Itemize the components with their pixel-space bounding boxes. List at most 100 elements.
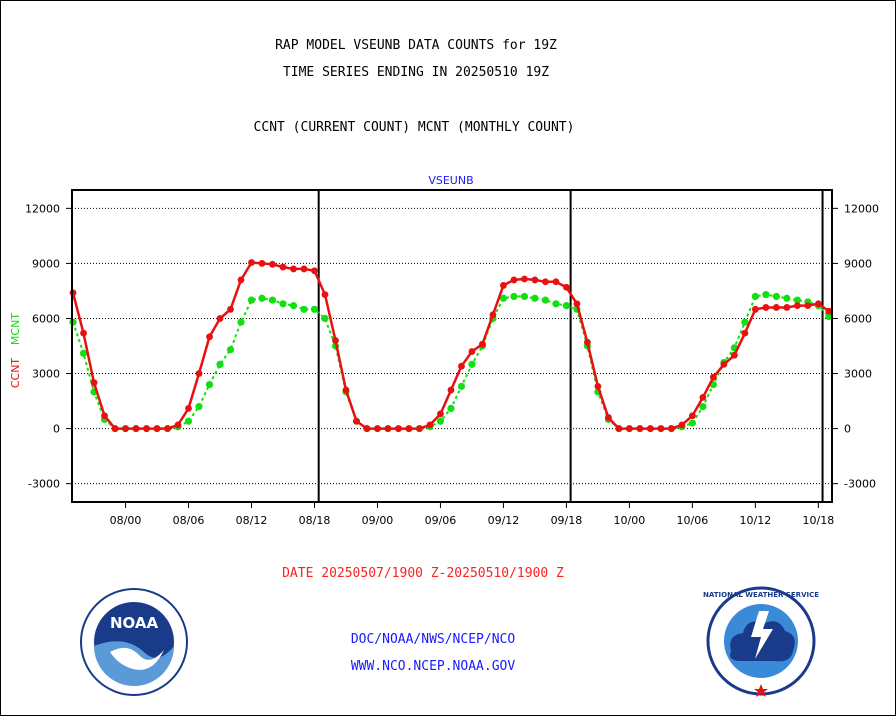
data-point-ccnt [143,425,150,432]
data-point-ccnt [332,337,339,344]
data-point-ccnt [552,278,560,286]
data-point-mcnt [447,404,455,412]
data-point-ccnt [353,417,360,425]
data-point-ccnt [741,329,749,337]
data-point-ccnt [720,360,728,368]
data-point-ccnt [678,421,686,429]
data-point-mcnt [310,305,319,313]
data-point-ccnt [290,265,297,273]
data-point-mcnt [195,402,203,411]
x-tick-label: 08/06 [173,514,205,527]
plot-title: VSEUNB [428,174,473,187]
y-tick-label-right: -3000 [844,478,876,491]
data-point-ccnt [479,340,486,348]
data-point-ccnt [688,412,696,420]
data-point-ccnt [405,425,413,432]
data-point-ccnt [542,278,549,286]
data-point-mcnt [226,346,235,354]
day-boundary-lines [317,190,824,502]
data-point-ccnt [374,425,381,432]
y-tick-label-left: -3000 [28,478,60,491]
data-point-ccnt [426,421,434,429]
data-point-mcnt [205,380,214,389]
data-point-ccnt [762,304,770,311]
data-point-ccnt [300,265,308,273]
y-tick-label-right: 12000 [844,202,879,215]
data-point-ccnt [825,307,833,315]
y-tick-label-left: 6000 [32,312,60,325]
y-tick-label-left: 3000 [32,368,60,381]
data-point-ccnt [584,338,591,346]
x-tick-label: 08/12 [236,514,268,527]
data-point-ccnt [605,414,612,421]
chart-title-line1: RAP MODEL VSEUNB DATA COUNTS for 19Z [275,38,557,53]
data-point-ccnt [206,333,213,341]
website-link[interactable]: WWW.NCO.NCEP.NOAA.GOV [350,659,516,674]
y-tick-label-left: 9000 [32,257,60,270]
plot-border [71,189,833,503]
data-point-ccnt [69,289,77,297]
data-point-ccnt [563,283,570,291]
data-point-ccnt [730,351,738,359]
data-point-mcnt [289,302,298,310]
x-tick-label: 10/06 [677,514,709,527]
x-tick-label: 09/12 [488,514,520,527]
data-point-mcnt [457,382,466,390]
data-point-ccnt [227,305,234,313]
data-point-ccnt [594,382,602,390]
data-point-ccnt [468,348,476,355]
x-tick-label: 09/18 [551,514,583,527]
data-point-ccnt [646,425,654,432]
data-point-mcnt [436,417,445,425]
data-point-ccnt [101,412,108,420]
data-point-ccnt [793,302,801,310]
nws-logo: NATIONAL WEATHER SERVICE [703,586,819,697]
data-point-ccnt [626,425,633,432]
data-point-mcnt [216,360,224,368]
data-point-ccnt [132,425,140,432]
x-tick-label: 10/12 [740,514,772,527]
data-point-mcnt [184,417,193,425]
data-point-mcnt [699,402,707,411]
data-point-ccnt [342,386,350,394]
data-point-mcnt [499,294,508,302]
nws-logo-text: NATIONAL WEATHER SERVICE [703,591,819,599]
data-point-mcnt [237,318,245,326]
x-tick-label: 08/18 [299,514,331,527]
data-point-ccnt [185,405,192,412]
doc-link[interactable]: DOC/NOAA/NWS/NCEP/NCO [350,632,516,647]
data-point-ccnt [237,276,245,284]
data-point-mcnt [541,296,550,304]
data-point-ccnt [311,267,318,275]
data-point-mcnt [793,296,801,304]
data-point-ccnt [531,276,539,284]
data-point-ccnt [90,379,98,387]
data-point-mcnt [741,318,749,326]
data-point-mcnt [783,294,791,302]
data-point-ccnt [174,421,182,429]
x-tick-label: 08/00 [110,514,142,527]
chart-subtitle: CCNT (CURRENT COUNT) MCNT (MONTHLY COUNT… [253,120,575,135]
data-point-ccnt [458,362,465,370]
data-point-mcnt [531,294,539,302]
x-tick-label: 09/06 [425,514,457,527]
data-point-ccnt [395,425,402,432]
data-point-mcnt [300,305,308,313]
data-point-ccnt [416,425,423,432]
data-point-ccnt [772,304,780,311]
data-point-ccnt [699,393,707,401]
data-point-mcnt [751,292,759,301]
data-point-ccnt [216,315,224,322]
data-point-ccnt [804,302,812,310]
y-tick-label-left: 12000 [25,202,60,215]
data-point-ccnt [636,425,644,432]
data-point-ccnt [783,304,791,311]
data-point-ccnt [489,311,497,319]
data-point-ccnt [258,260,266,267]
date-range-caption: DATE 20250507/1900 Z-20250510/1900 Z [282,566,564,581]
data-point-ccnt [510,276,518,284]
data-point-mcnt [79,349,88,357]
y-tick-label-right: 6000 [844,312,872,325]
data-point-mcnt [247,296,256,304]
